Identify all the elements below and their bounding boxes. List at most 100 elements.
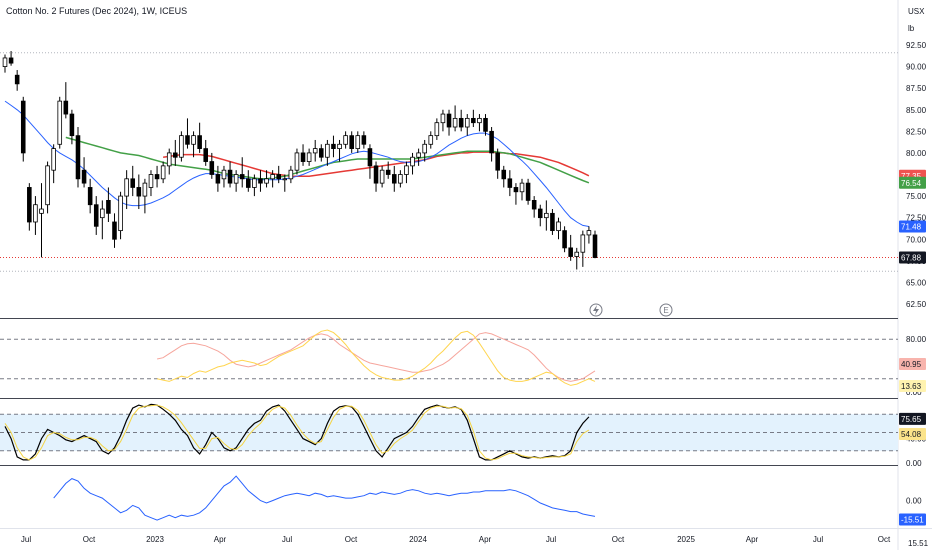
candle[interactable] — [507, 178, 513, 188]
osc-series-b[interactable] — [156, 329, 596, 386]
lightning-icon[interactable] — [589, 303, 603, 317]
candle[interactable] — [81, 169, 87, 184]
candle[interactable] — [489, 130, 494, 154]
candle[interactable] — [355, 135, 361, 149]
candle[interactable] — [264, 178, 269, 184]
candle[interactable] — [100, 208, 105, 219]
candle[interactable] — [458, 117, 464, 128]
candle[interactable] — [51, 148, 56, 171]
candle[interactable] — [404, 165, 409, 175]
candle[interactable] — [130, 178, 136, 188]
candle[interactable] — [288, 169, 294, 180]
candle[interactable] — [525, 182, 531, 201]
candle[interactable] — [398, 174, 403, 184]
candle[interactable] — [160, 165, 166, 180]
candle[interactable] — [464, 117, 470, 128]
dividend-icon[interactable]: E — [659, 303, 673, 317]
candle[interactable] — [428, 135, 434, 145]
candle[interactable] — [501, 169, 507, 180]
candle[interactable] — [179, 135, 184, 158]
candle[interactable] — [294, 152, 300, 171]
candle[interactable] — [246, 178, 251, 188]
candle[interactable] — [306, 152, 312, 162]
candle[interactable] — [586, 230, 592, 236]
momentum-series-m[interactable] — [53, 475, 596, 521]
candle[interactable] — [410, 156, 415, 167]
candle[interactable] — [373, 165, 379, 184]
candle[interactable] — [574, 251, 580, 257]
candle[interactable] — [325, 143, 330, 158]
candle[interactable] — [215, 174, 221, 184]
candle[interactable] — [191, 135, 196, 145]
candle[interactable] — [69, 113, 75, 137]
momentum-pane[interactable] — [53, 475, 596, 521]
candle[interactable] — [185, 135, 190, 145]
candle[interactable] — [422, 143, 427, 154]
candle[interactable] — [33, 204, 38, 223]
candle[interactable] — [106, 199, 111, 214]
candle[interactable] — [276, 174, 281, 180]
candle[interactable] — [550, 212, 555, 232]
candle[interactable] — [233, 174, 239, 184]
candle[interactable] — [483, 117, 488, 132]
main-price-pane[interactable] — [0, 51, 898, 272]
candle[interactable] — [580, 234, 586, 253]
candle[interactable] — [385, 169, 391, 175]
candle[interactable] — [166, 152, 172, 167]
candle[interactable] — [20, 100, 26, 154]
candle[interactable] — [452, 117, 458, 128]
candle[interactable] — [471, 117, 476, 124]
candle[interactable] — [124, 178, 129, 197]
candle[interactable] — [319, 148, 324, 158]
candle[interactable] — [568, 247, 573, 257]
candle[interactable] — [349, 135, 354, 149]
candle[interactable] — [440, 113, 446, 124]
candle[interactable] — [154, 174, 160, 180]
candle[interactable] — [209, 161, 215, 175]
candle[interactable] — [337, 143, 342, 150]
candle[interactable] — [197, 135, 202, 149]
candle[interactable] — [446, 113, 452, 128]
candle[interactable] — [391, 174, 397, 184]
candle[interactable] — [252, 178, 257, 188]
candle[interactable] — [258, 178, 263, 184]
candle[interactable] — [75, 135, 81, 180]
candle[interactable] — [537, 208, 543, 219]
candle[interactable] — [477, 117, 482, 124]
candle[interactable] — [282, 178, 288, 181]
candle[interactable] — [57, 100, 63, 145]
candle[interactable] — [519, 182, 525, 193]
candle[interactable] — [2, 57, 8, 67]
candle[interactable] — [227, 169, 233, 184]
candle[interactable] — [142, 182, 148, 197]
oscillator-pane[interactable] — [0, 329, 898, 386]
candle[interactable] — [203, 148, 209, 162]
candle[interactable] — [556, 221, 561, 232]
candle[interactable] — [45, 165, 50, 206]
candle[interactable] — [8, 57, 14, 64]
candle[interactable] — [361, 135, 367, 145]
candle[interactable] — [87, 187, 93, 206]
stochastic-pane[interactable] — [0, 403, 898, 461]
candle[interactable] — [112, 221, 117, 240]
candle[interactable] — [239, 174, 245, 180]
osc-series-a[interactable] — [156, 332, 596, 382]
candle[interactable] — [27, 187, 32, 223]
candle[interactable] — [367, 148, 373, 167]
candle[interactable] — [173, 152, 178, 158]
currency-unit[interactable]: USX — [908, 7, 925, 16]
candle[interactable] — [148, 174, 154, 188]
stoch-series-d[interactable] — [4, 404, 590, 461]
candle[interactable] — [379, 169, 385, 184]
candle[interactable] — [531, 199, 537, 210]
candle[interactable] — [221, 169, 227, 180]
candle[interactable] — [270, 174, 275, 180]
candle[interactable] — [434, 122, 440, 137]
candle[interactable] — [592, 234, 598, 258]
candle[interactable] — [562, 230, 567, 249]
candle[interactable] — [63, 100, 69, 115]
candle[interactable] — [544, 212, 549, 219]
candle[interactable] — [331, 143, 336, 150]
candle[interactable] — [312, 148, 318, 154]
